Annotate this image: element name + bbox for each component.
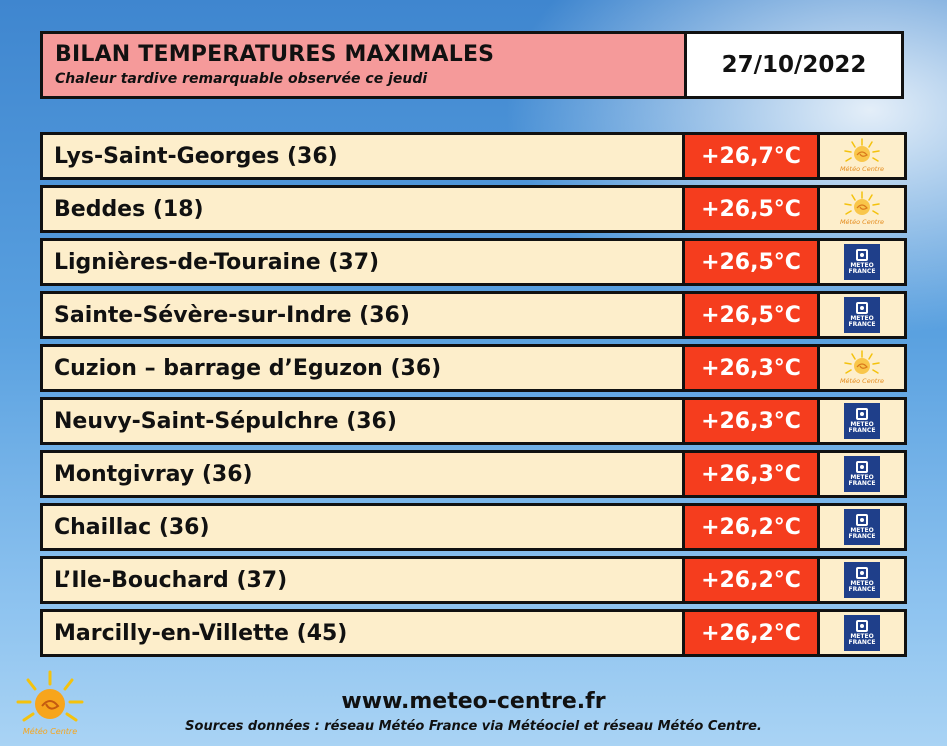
meteo-centre-logo-icon: Météo Centre: [817, 347, 904, 389]
table-row: Beddes (18) +26,5°C Météo Centre: [40, 185, 907, 233]
mf-line1: METEO: [850, 421, 874, 428]
mf-line1: METEO: [850, 580, 874, 587]
temperature-list: Lys-Saint-Georges (36) +26,7°C Météo Centr…: [40, 132, 907, 662]
meteo-centre-logo-label: Météo Centre: [840, 377, 884, 385]
city-name: Neuvy-Saint-Sépulchre (36): [54, 408, 397, 434]
meteo-france-logo-icon: METEO FRANCE: [817, 453, 904, 495]
max-temperature: +26,2°C: [682, 506, 817, 548]
mf-line2: FRANCE: [848, 586, 876, 593]
table-row: Lys-Saint-Georges (36) +26,7°C Météo Centr…: [40, 132, 907, 180]
city-name: Montgivray (36): [54, 461, 253, 487]
city-name: Cuzion – barrage d’Eguzon (36): [54, 355, 442, 381]
mf-line2: FRANCE: [848, 268, 876, 275]
max-temperature: +26,2°C: [682, 559, 817, 601]
city-name: Marcilly-en-Villette (45): [54, 620, 348, 646]
report-date: 27/10/2022: [721, 52, 867, 78]
table-row: Sainte-Sévère-sur-Indre (36) +26,5°C METEO…: [40, 291, 907, 339]
mf-line1: METEO: [850, 633, 874, 640]
meteo-france-logo-icon: METEO FRANCE: [817, 400, 904, 442]
city-name: Chaillac (36): [54, 514, 210, 540]
table-row: Montgivray (36) +26,3°C METEO FRANCE: [40, 450, 907, 498]
meteo-france-logo-icon: METEO FRANCE: [817, 559, 904, 601]
table-row: Neuvy-Saint-Sépulchre (36) +26,3°C METEO FR…: [40, 397, 907, 445]
meteo-france-logo-icon: METEO FRANCE: [817, 241, 904, 283]
meteo-centre-logo-label: Météo Centre: [840, 165, 884, 173]
meteo-france-logo-icon: METEO FRANCE: [817, 506, 904, 548]
city-name: Beddes (18): [54, 196, 204, 222]
data-sources: Sources données : réseau Météo France vi…: [185, 719, 762, 734]
meteo-centre-logo-icon: Météo Centre: [817, 188, 904, 230]
website-url[interactable]: www.meteo-centre.fr: [341, 689, 606, 714]
mf-line2: FRANCE: [848, 480, 876, 487]
mf-line1: METEO: [850, 262, 874, 269]
header-box: BILAN TEMPERATURES MAXIMALES Chaleur tar…: [40, 31, 904, 99]
max-temperature: +26,3°C: [682, 453, 817, 495]
mf-line2: FRANCE: [848, 533, 876, 540]
table-row: L’Ile-Bouchard (37) +26,2°C METEO FRANCE: [40, 556, 907, 604]
max-temperature: +26,7°C: [682, 135, 817, 177]
header-title-block: BILAN TEMPERATURES MAXIMALES Chaleur tar…: [43, 34, 687, 96]
table-row: Marcilly-en-Villette (45) +26,2°C METEO FRA…: [40, 609, 907, 657]
max-temperature: +26,2°C: [682, 612, 817, 654]
max-temperature: +26,5°C: [682, 188, 817, 230]
mf-line2: FRANCE: [848, 427, 876, 434]
mf-line1: METEO: [850, 315, 874, 322]
page-subtitle: Chaleur tardive remarquable observée ce …: [55, 71, 428, 87]
corner-logo-label: Météo Centre: [23, 726, 77, 736]
mf-line1: METEO: [850, 527, 874, 534]
table-row: Cuzion – barrage d’Eguzon (36) +26,3°C Mét…: [40, 344, 907, 392]
mf-line1: METEO: [850, 474, 874, 481]
table-row: Chaillac (36) +26,2°C METEO FRANCE: [40, 503, 907, 551]
mf-line2: FRANCE: [848, 639, 876, 646]
meteo-centre-logo-label: Météo Centre: [840, 218, 884, 226]
meteo-france-logo-icon: METEO FRANCE: [817, 612, 904, 654]
max-temperature: +26,3°C: [682, 347, 817, 389]
meteo-centre-logo-icon: Météo Centre: [817, 135, 904, 177]
max-temperature: +26,5°C: [682, 294, 817, 336]
city-name: Lignières-de-Touraine (37): [54, 249, 380, 275]
page-title: BILAN TEMPERATURES MAXIMALES: [55, 42, 495, 67]
max-temperature: +26,3°C: [682, 400, 817, 442]
mf-line2: FRANCE: [848, 321, 876, 328]
max-temperature: +26,5°C: [682, 241, 817, 283]
city-name: Sainte-Sévère-sur-Indre (36): [54, 302, 410, 328]
meteo-centre-sun-logo-icon: Météo Centre: [16, 670, 84, 736]
city-name: Lys-Saint-Georges (36): [54, 143, 338, 169]
table-row: Lignières-de-Touraine (37) +26,5°C METEO FR…: [40, 238, 907, 286]
city-name: L’Ile-Bouchard (37): [54, 567, 288, 593]
meteo-france-logo-icon: METEO FRANCE: [817, 294, 904, 336]
